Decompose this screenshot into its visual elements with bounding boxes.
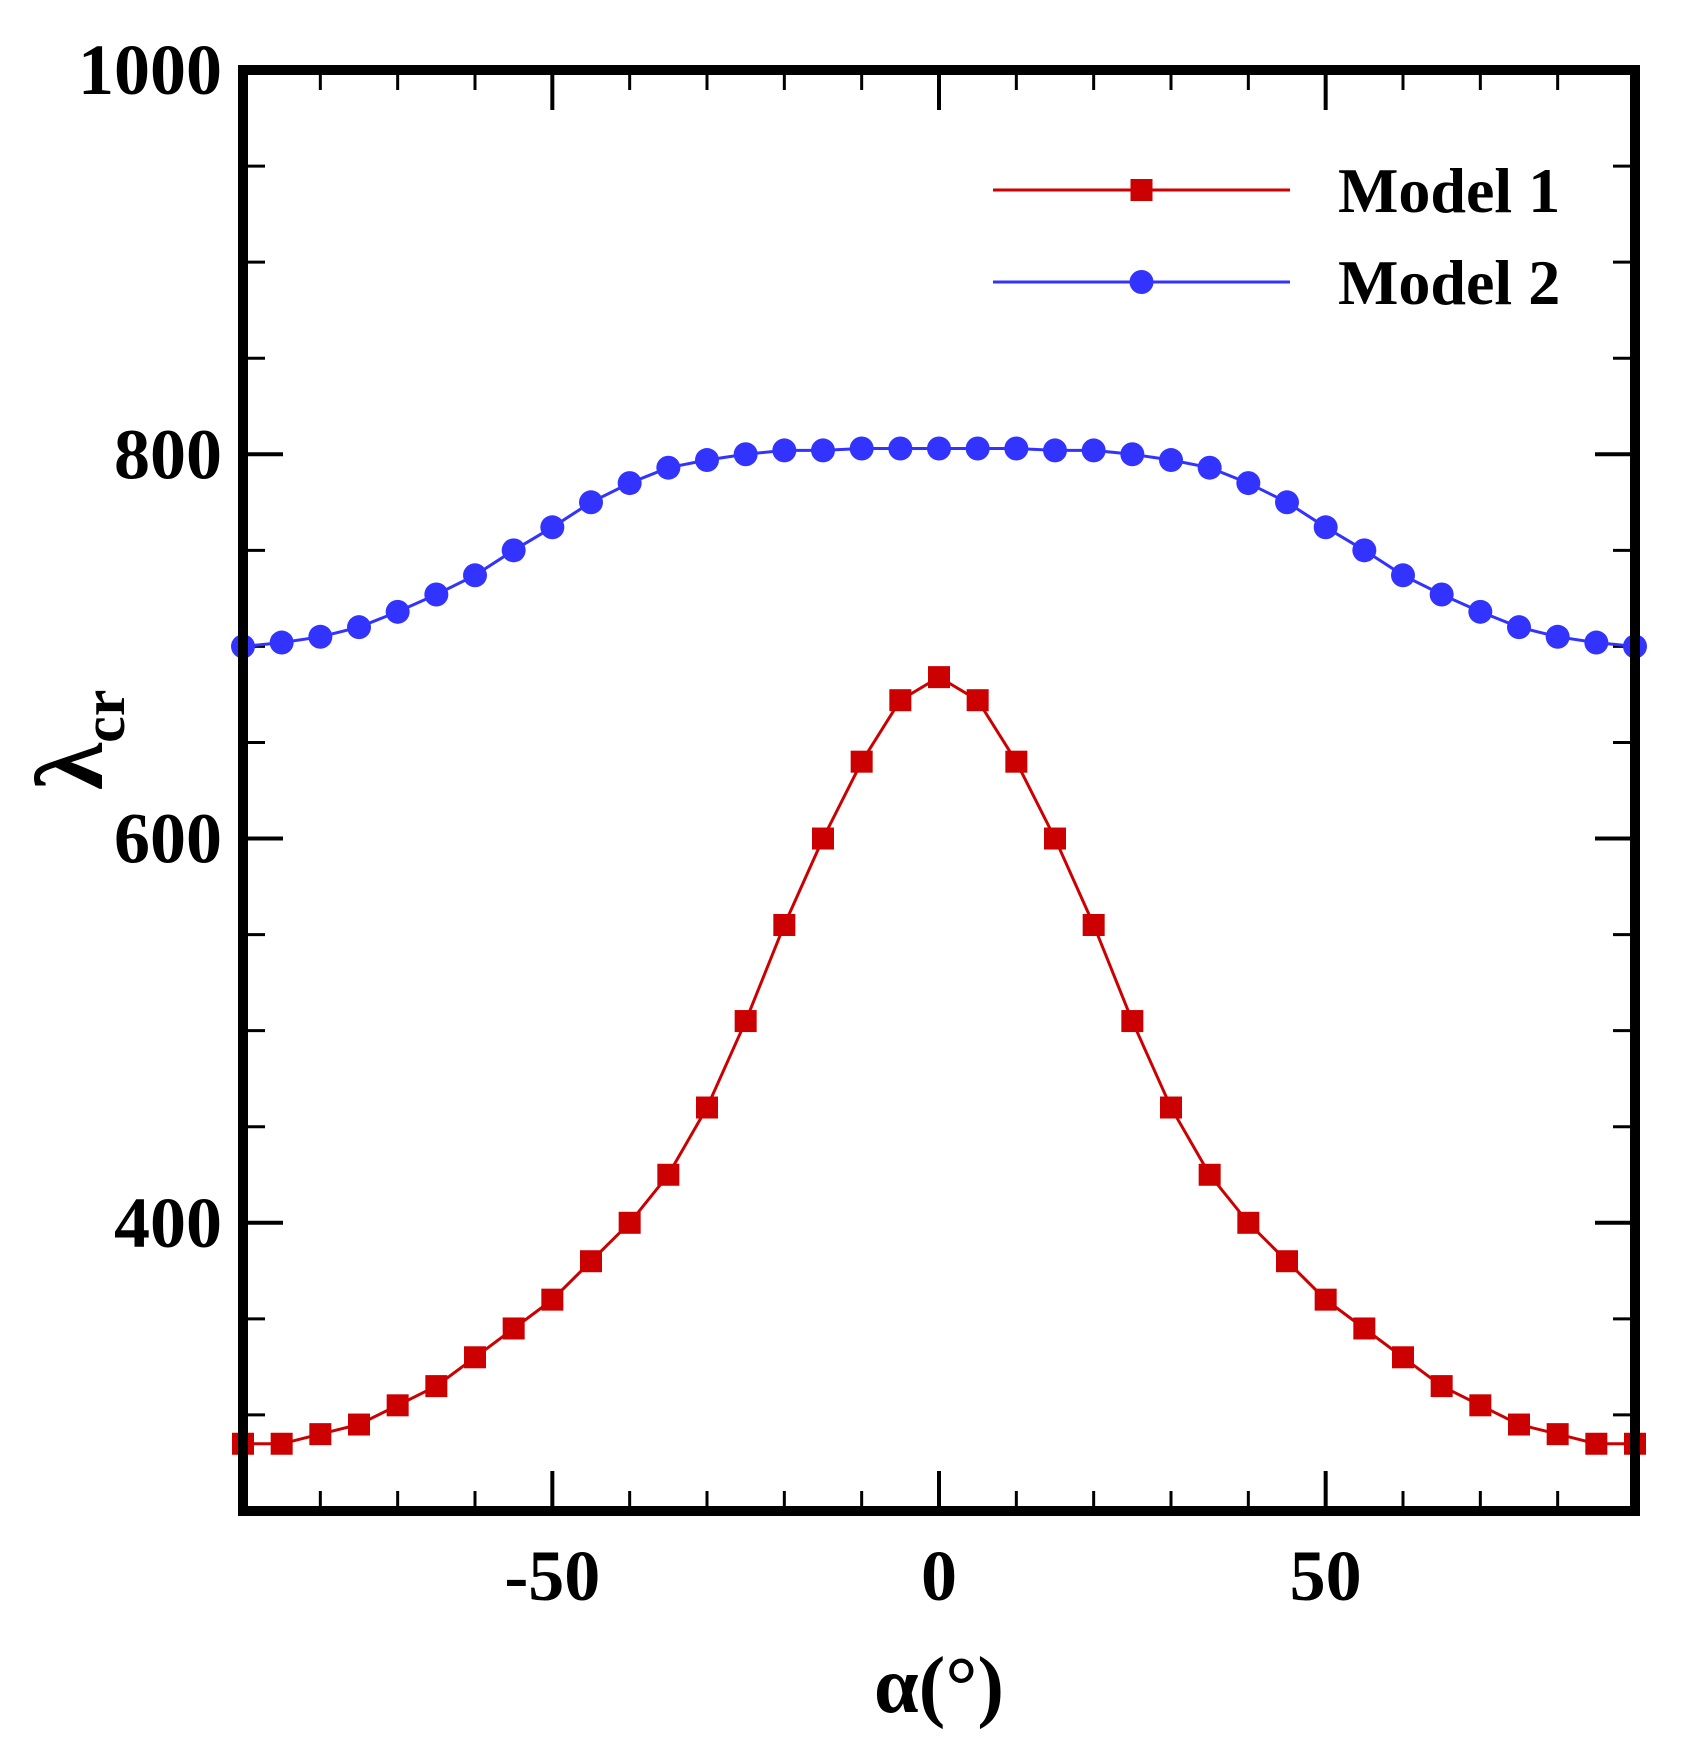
data-point xyxy=(1044,827,1066,850)
data-point xyxy=(888,436,913,461)
data-point xyxy=(502,1317,525,1340)
data-point xyxy=(965,436,990,461)
x-tick-label: 0 xyxy=(921,1536,957,1616)
series-line xyxy=(243,675,1635,1446)
y-tick-label: 600 xyxy=(114,799,222,879)
series-line xyxy=(242,447,1636,648)
series-layer xyxy=(231,436,1647,1455)
data-point xyxy=(849,436,874,461)
data-point xyxy=(811,438,835,463)
data-point xyxy=(1197,455,1222,480)
data-point xyxy=(1429,582,1454,607)
data-point xyxy=(1159,448,1183,473)
data-point xyxy=(464,1346,486,1369)
legend: Model 1 Model 2 xyxy=(993,155,1560,318)
data-point xyxy=(348,1413,370,1436)
data-point xyxy=(1198,1163,1221,1186)
data-point xyxy=(385,599,410,624)
legend-label: Model 1 xyxy=(1338,155,1560,226)
y-tick-label: 1000 xyxy=(78,30,222,110)
data-point xyxy=(850,750,873,773)
data-point xyxy=(1585,1432,1608,1455)
data-point xyxy=(772,438,797,463)
x-tick-label: 50 xyxy=(1290,1536,1362,1616)
data-point xyxy=(1468,599,1493,624)
data-point xyxy=(1004,436,1029,461)
data-point xyxy=(928,666,950,689)
data-point xyxy=(463,563,487,588)
data-point xyxy=(579,490,603,515)
legend-marker xyxy=(1130,179,1153,201)
data-point xyxy=(927,436,951,461)
data-point xyxy=(1043,438,1067,463)
data-point xyxy=(656,455,681,480)
data-point xyxy=(1236,471,1261,496)
data-point xyxy=(1391,563,1415,588)
data-point xyxy=(1392,1346,1414,1369)
data-point xyxy=(733,442,758,467)
legend-item: Model 2 xyxy=(993,247,1560,318)
data-point xyxy=(657,1163,680,1186)
data-point xyxy=(1469,1394,1492,1417)
y-axis-label-main: λ xyxy=(16,742,123,790)
data-point xyxy=(541,1288,564,1311)
data-point xyxy=(1121,1010,1144,1033)
svg-text:λcr: λcr xyxy=(16,690,137,790)
data-point xyxy=(425,1375,448,1398)
data-point xyxy=(1276,1250,1298,1273)
data-point xyxy=(269,630,294,655)
x-tick-label: -50 xyxy=(504,1536,600,1616)
data-point xyxy=(347,615,371,640)
data-point xyxy=(1584,630,1609,655)
data-point xyxy=(966,689,989,712)
data-point xyxy=(1237,1211,1260,1234)
data-point xyxy=(1546,1423,1569,1446)
data-point xyxy=(773,913,796,936)
data-point xyxy=(580,1250,602,1273)
data-point xyxy=(270,1432,293,1455)
plot-frame xyxy=(238,65,1640,1516)
data-point xyxy=(308,624,333,649)
data-point xyxy=(1314,1288,1337,1311)
tick-labels: 400 600 800 1000 -50 0 50 xyxy=(78,30,1362,1616)
data-point xyxy=(1313,515,1338,540)
data-point xyxy=(618,1211,641,1234)
data-point xyxy=(617,471,642,496)
data-point xyxy=(1120,442,1145,467)
y-axis-label-subscript: cr xyxy=(71,690,137,743)
data-point xyxy=(1275,490,1299,515)
data-point xyxy=(540,515,565,540)
y-tick-label: 800 xyxy=(114,414,222,494)
data-point xyxy=(1081,438,1106,463)
data-point xyxy=(1082,913,1105,936)
data-point xyxy=(1160,1096,1182,1119)
y-tick-label: 400 xyxy=(114,1183,222,1263)
data-point xyxy=(695,448,719,473)
data-point xyxy=(309,1423,332,1446)
data-point xyxy=(1005,750,1028,773)
legend-label: Model 2 xyxy=(1338,247,1560,318)
data-point xyxy=(1352,538,1377,563)
data-point xyxy=(1430,1375,1453,1398)
data-point xyxy=(812,827,834,850)
data-point xyxy=(1545,624,1570,649)
data-point xyxy=(889,689,912,712)
legend-item: Model 1 xyxy=(993,155,1560,226)
data-point xyxy=(1508,1413,1530,1436)
data-point xyxy=(424,582,449,607)
legend-marker xyxy=(1129,270,1154,294)
series-1 xyxy=(232,666,1646,1455)
series-2 xyxy=(231,436,1647,659)
data-point xyxy=(1507,615,1531,640)
data-point xyxy=(734,1010,757,1033)
y-axis-label: λcr xyxy=(16,690,137,790)
data-point xyxy=(501,538,526,563)
x-axis-label: α(°) xyxy=(874,1642,1004,1730)
data-point xyxy=(696,1096,718,1119)
data-point xyxy=(1353,1317,1376,1340)
data-point xyxy=(386,1394,409,1417)
